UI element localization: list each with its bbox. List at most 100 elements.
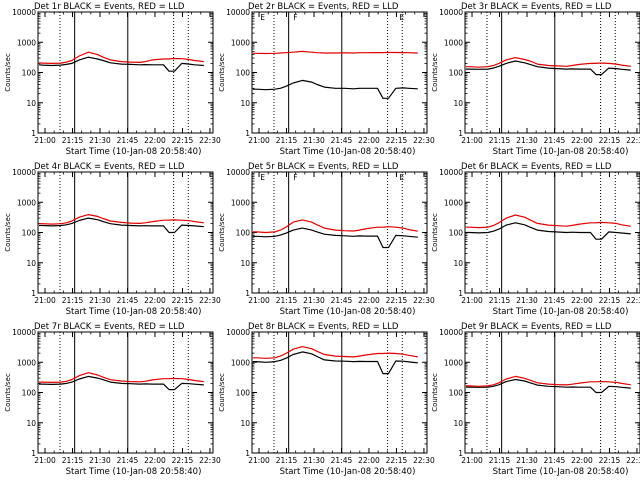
chart-1-series-lld xyxy=(38,51,204,65)
chart-4-xtick-label: 22:00 xyxy=(144,296,166,305)
chart-1: Det 1r BLACK = Events, RED = LLD Counts/s… xyxy=(4,2,221,157)
chart-2-xtick-label: 21:15 xyxy=(276,136,298,145)
chart-5-top-letter: E xyxy=(400,173,405,182)
chart-9-xtick-label: 21:00 xyxy=(461,456,483,465)
chart-4-series-events xyxy=(38,217,204,234)
chart-9-ytick-label: 1000 xyxy=(444,358,463,367)
chart-4-ytick-label: 1000 xyxy=(17,198,36,207)
chart-7-series-lld xyxy=(38,372,204,383)
chart-6-xtick-label: 22:15 xyxy=(599,296,621,305)
chart-4-xtick-label: 21:45 xyxy=(117,296,139,305)
chart-9-xtick-label: 22:15 xyxy=(599,456,621,465)
chart-5-ytick-label: 10 xyxy=(240,259,250,268)
chart-9-ytick-label: 10000 xyxy=(439,328,463,337)
chart-3-ytick-label: 1 xyxy=(458,129,463,138)
chart-5-ytick-label: 1 xyxy=(245,289,250,298)
chart-7-plot-frame xyxy=(37,331,214,454)
chart-7-ytick-label: 10 xyxy=(26,419,36,428)
chart-5-ylabel: Counts/sec xyxy=(218,213,226,252)
chart-2-ytick-label: 1 xyxy=(245,129,250,138)
chart-3-ylabel: Counts/sec xyxy=(431,53,439,92)
chart-2-top-letter: E xyxy=(260,13,265,22)
chart-6-ytick-label: 1000 xyxy=(444,198,463,207)
chart-1-ytick-label: 100 xyxy=(22,69,37,78)
chart-5-xtick-label: 22:00 xyxy=(358,296,380,305)
chart-8-plot-frame xyxy=(251,331,428,454)
chart-7-title: Det 7r BLACK = Events, RED = LLD xyxy=(34,322,185,332)
chart-7-xtick-label: 22:15 xyxy=(172,456,194,465)
chart-7-ytick-label: 1000 xyxy=(17,358,36,367)
chart-2-title: Det 2r BLACK = Events, RED = LLD xyxy=(248,2,399,12)
chart-2-ytick-label: 10000 xyxy=(226,8,250,17)
chart-3-ytick-label: 100 xyxy=(449,69,464,78)
chart-1-xtick-label: 22:15 xyxy=(172,136,194,145)
chart-8: Det 8r BLACK = Events, RED = LLD Counts/s… xyxy=(218,322,435,477)
chart-8-ytick-label: 1000 xyxy=(231,358,250,367)
chart-5-xtick-label: 21:15 xyxy=(276,296,298,305)
chart-7-xtick-label: 21:00 xyxy=(34,456,56,465)
chart-2-ytick-label: 10 xyxy=(240,99,250,108)
chart-9-title: Det 9r BLACK = Events, RED = LLD xyxy=(461,322,612,332)
chart-4-xlabel: Start Time (10-Jan-08 20:58:40) xyxy=(66,307,202,317)
chart-2-series-events xyxy=(252,79,418,99)
chart-8-xtick-label: 22:30 xyxy=(413,456,435,465)
chart-6-ytick-label: 1 xyxy=(458,289,463,298)
chart-2-xtick-label: 21:30 xyxy=(303,136,325,145)
chart-1-xtick-label: 21:30 xyxy=(89,136,111,145)
chart-5-xtick-label: 22:15 xyxy=(386,296,408,305)
chart-2-xtick-label: 22:30 xyxy=(413,136,435,145)
chart-3-xlabel: Start Time (10-Jan-08 20:58:40) xyxy=(493,147,629,157)
chart-4-ylabel: Counts/sec xyxy=(4,213,12,252)
chart-8-ytick-label: 10000 xyxy=(226,328,250,337)
chart-7-xtick-label: 22:30 xyxy=(199,456,221,465)
chart-5-ytick-label: 10000 xyxy=(226,168,250,177)
chart-9-series-lld xyxy=(465,375,631,387)
chart-9-xtick-label: 21:45 xyxy=(544,456,566,465)
chart-8-xlabel: Start Time (10-Jan-08 20:58:40) xyxy=(280,467,416,477)
chart-3-title: Det 3r BLACK = Events, RED = LLD xyxy=(461,2,612,12)
chart-4-ytick-label: 10000 xyxy=(12,168,36,177)
chart-4-xtick-label: 21:00 xyxy=(34,296,56,305)
chart-8-ytick-label: 1 xyxy=(245,449,250,458)
chart-1-ytick-label: 1 xyxy=(31,129,36,138)
chart-5-series-events xyxy=(252,227,418,249)
chart-1-series-events xyxy=(38,56,204,72)
chart-3-xtick-label: 21:15 xyxy=(489,136,511,145)
chart-8-ytick-label: 100 xyxy=(236,389,251,398)
chart-3-series-lld xyxy=(465,56,631,68)
chart-4-xtick-label: 21:15 xyxy=(62,296,84,305)
chart-2-xtick-label: 22:15 xyxy=(386,136,408,145)
chart-3-xtick-label: 21:45 xyxy=(544,136,566,145)
chart-7-series-events xyxy=(38,375,204,391)
chart-5-xtick-label: 21:30 xyxy=(303,296,325,305)
chart-3: Det 3r BLACK = Events, RED = LLD Counts/s… xyxy=(431,2,640,157)
chart-3-xtick-label: 22:30 xyxy=(626,136,640,145)
chart-6-xtick-label: 21:00 xyxy=(461,296,483,305)
chart-6-ytick-label: 100 xyxy=(449,229,464,238)
chart-3-ytick-label: 10 xyxy=(453,99,463,108)
chart-4-xtick-label: 22:30 xyxy=(199,296,221,305)
chart-9: Det 9r BLACK = Events, RED = LLD Counts/s… xyxy=(431,322,640,477)
chart-8-xtick-label: 21:45 xyxy=(331,456,353,465)
chart-1-ytick-label: 10000 xyxy=(12,8,36,17)
chart-6-series-events xyxy=(465,222,631,240)
chart-5-xtick-label: 21:45 xyxy=(331,296,353,305)
chart-2-series-lld xyxy=(252,50,418,55)
chart-5-ytick-label: 100 xyxy=(236,229,251,238)
chart-2-ylabel: Counts/sec xyxy=(218,53,226,92)
chart-1-xtick-label: 21:00 xyxy=(34,136,56,145)
chart-3-series-events xyxy=(465,60,631,76)
chart-4-ytick-label: 10 xyxy=(26,259,36,268)
chart-8-title: Det 8r BLACK = Events, RED = LLD xyxy=(248,322,399,332)
chart-6-xlabel: Start Time (10-Jan-08 20:58:40) xyxy=(493,307,629,317)
chart-3-xtick-label: 21:30 xyxy=(516,136,538,145)
chart-4-ytick-label: 1 xyxy=(31,289,36,298)
chart-1-xtick-label: 22:30 xyxy=(199,136,221,145)
chart-9-xtick-label: 22:00 xyxy=(571,456,593,465)
chart-6-xtick-label: 21:45 xyxy=(544,296,566,305)
chart-4-plot-frame xyxy=(37,171,214,294)
chart-7-xlabel: Start Time (10-Jan-08 20:58:40) xyxy=(66,467,202,477)
chart-4-xtick-label: 22:15 xyxy=(172,296,194,305)
chart-2-ytick-label: 1000 xyxy=(231,38,250,47)
chart-5-xlabel: Start Time (10-Jan-08 20:58:40) xyxy=(280,307,416,317)
